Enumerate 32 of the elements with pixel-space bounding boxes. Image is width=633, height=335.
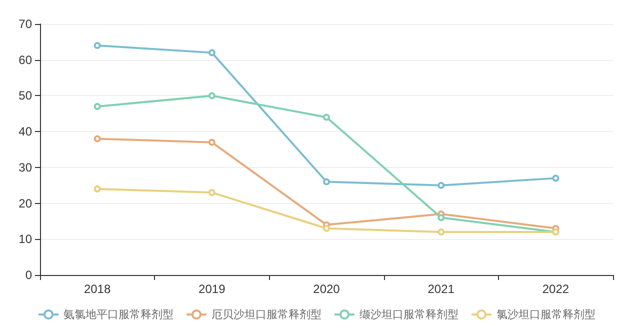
point [94,185,101,192]
point [438,182,445,189]
point [94,135,101,142]
point [94,42,101,50]
x-tick-label: 2020 [313,282,340,296]
point [208,138,216,146]
x-tick-label: 2022 [542,282,570,296]
point [208,189,216,196]
y-tick-label: 20 [18,196,32,210]
y-tick-label: 60 [18,52,32,67]
x-tick-label: 2021 [428,282,455,296]
y-tick-label: 50 [18,88,32,103]
x-tick-label: 2018 [84,282,111,296]
point [208,92,216,100]
y-tick-label: 70 [18,17,32,31]
x-tick-label: 2019 [198,282,226,296]
point [323,114,330,121]
legend-label: 氨氯地平口服常释剂型 [64,308,174,321]
point [323,224,330,232]
y-tick-label: 10 [18,232,32,246]
point [552,174,560,182]
point [94,102,101,110]
legend-label: 厄贝沙坦口服常释剂型 [212,308,322,321]
point [438,228,445,236]
point [438,214,445,222]
point [208,49,216,56]
legend-label: 缬沙坦口服常释剂型 [360,308,458,321]
legend-label: 氯沙坦口服常释剂型 [496,308,596,321]
y-tick-label: 40 [18,124,32,139]
point [323,178,330,186]
y-tick-label: 0 [25,268,32,282]
y-tick-label: 30 [18,160,32,174]
